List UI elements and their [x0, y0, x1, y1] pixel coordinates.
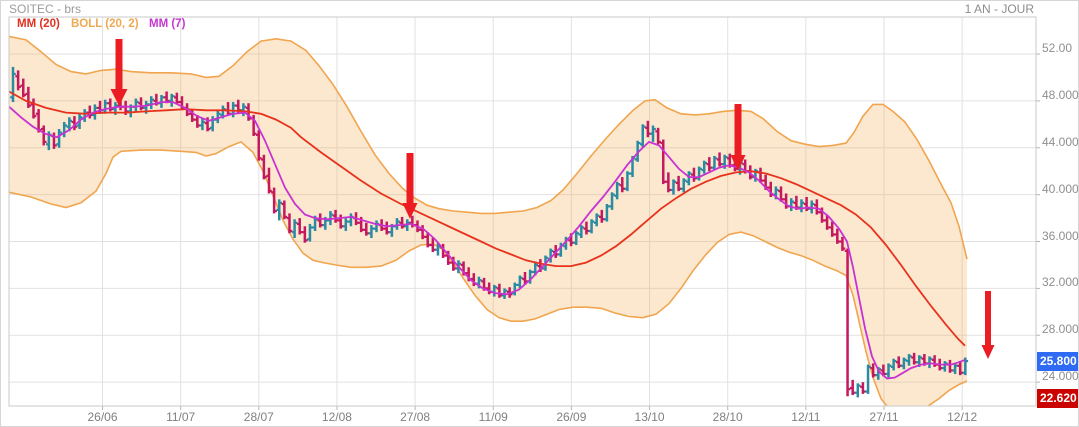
legend-mm20: MM (20)	[17, 18, 60, 30]
plot-border	[8, 16, 1037, 407]
page-title: SOITEC - brs	[9, 2, 82, 16]
date-axis-label: 27/08	[400, 410, 431, 424]
price-axis-label: 52.00	[1042, 41, 1073, 55]
date-axis-label: 28/07	[243, 410, 274, 424]
down-arrow-annotation	[110, 39, 128, 106]
date-axis-label: 12/12	[947, 410, 978, 424]
date-axis-label: 28/10	[712, 410, 743, 424]
price-axis-label: 32.000	[1042, 275, 1079, 290]
date-axis-label: 11/09	[478, 410, 508, 424]
legend-bollinger: BOLL (20, 2)	[71, 18, 139, 30]
annotation-arrows	[110, 39, 995, 359]
last-price-badge: 25.800	[1037, 352, 1078, 372]
price-axis-label: 24.000	[1042, 369, 1079, 384]
bollinger-band	[9, 35, 968, 406]
price-bars	[10, 66, 969, 398]
price-axis-label: 40.000	[1042, 181, 1079, 196]
down-arrow-annotation	[981, 291, 995, 359]
date-axis-label: 27/11	[869, 410, 899, 424]
mm20-line	[9, 90, 966, 347]
down-arrow-annotation	[402, 153, 418, 219]
date-axis-label: 11/07	[166, 410, 196, 424]
price-axis-label: 44.000	[1042, 134, 1079, 149]
date-axis-label: 26/09	[556, 410, 587, 424]
low-price-badge: 22.620	[1037, 389, 1078, 409]
down-arrow-annotation	[730, 104, 746, 171]
legend-mm7: MM (7)	[149, 18, 186, 30]
date-axis-label: 12/08	[321, 410, 352, 424]
timeframe-label[interactable]: 1 AN - JOUR	[964, 2, 1034, 16]
date-axis-label: 13/10	[634, 410, 665, 424]
date-axis-label: 12/11	[791, 410, 821, 424]
price-axis-label: 28.000	[1042, 322, 1079, 337]
date-axis-label: 26/06	[87, 410, 118, 424]
price-axis-label: 48.000	[1042, 87, 1079, 102]
mm7-line	[9, 101, 966, 380]
price-axis-label: 36.000	[1042, 228, 1079, 243]
